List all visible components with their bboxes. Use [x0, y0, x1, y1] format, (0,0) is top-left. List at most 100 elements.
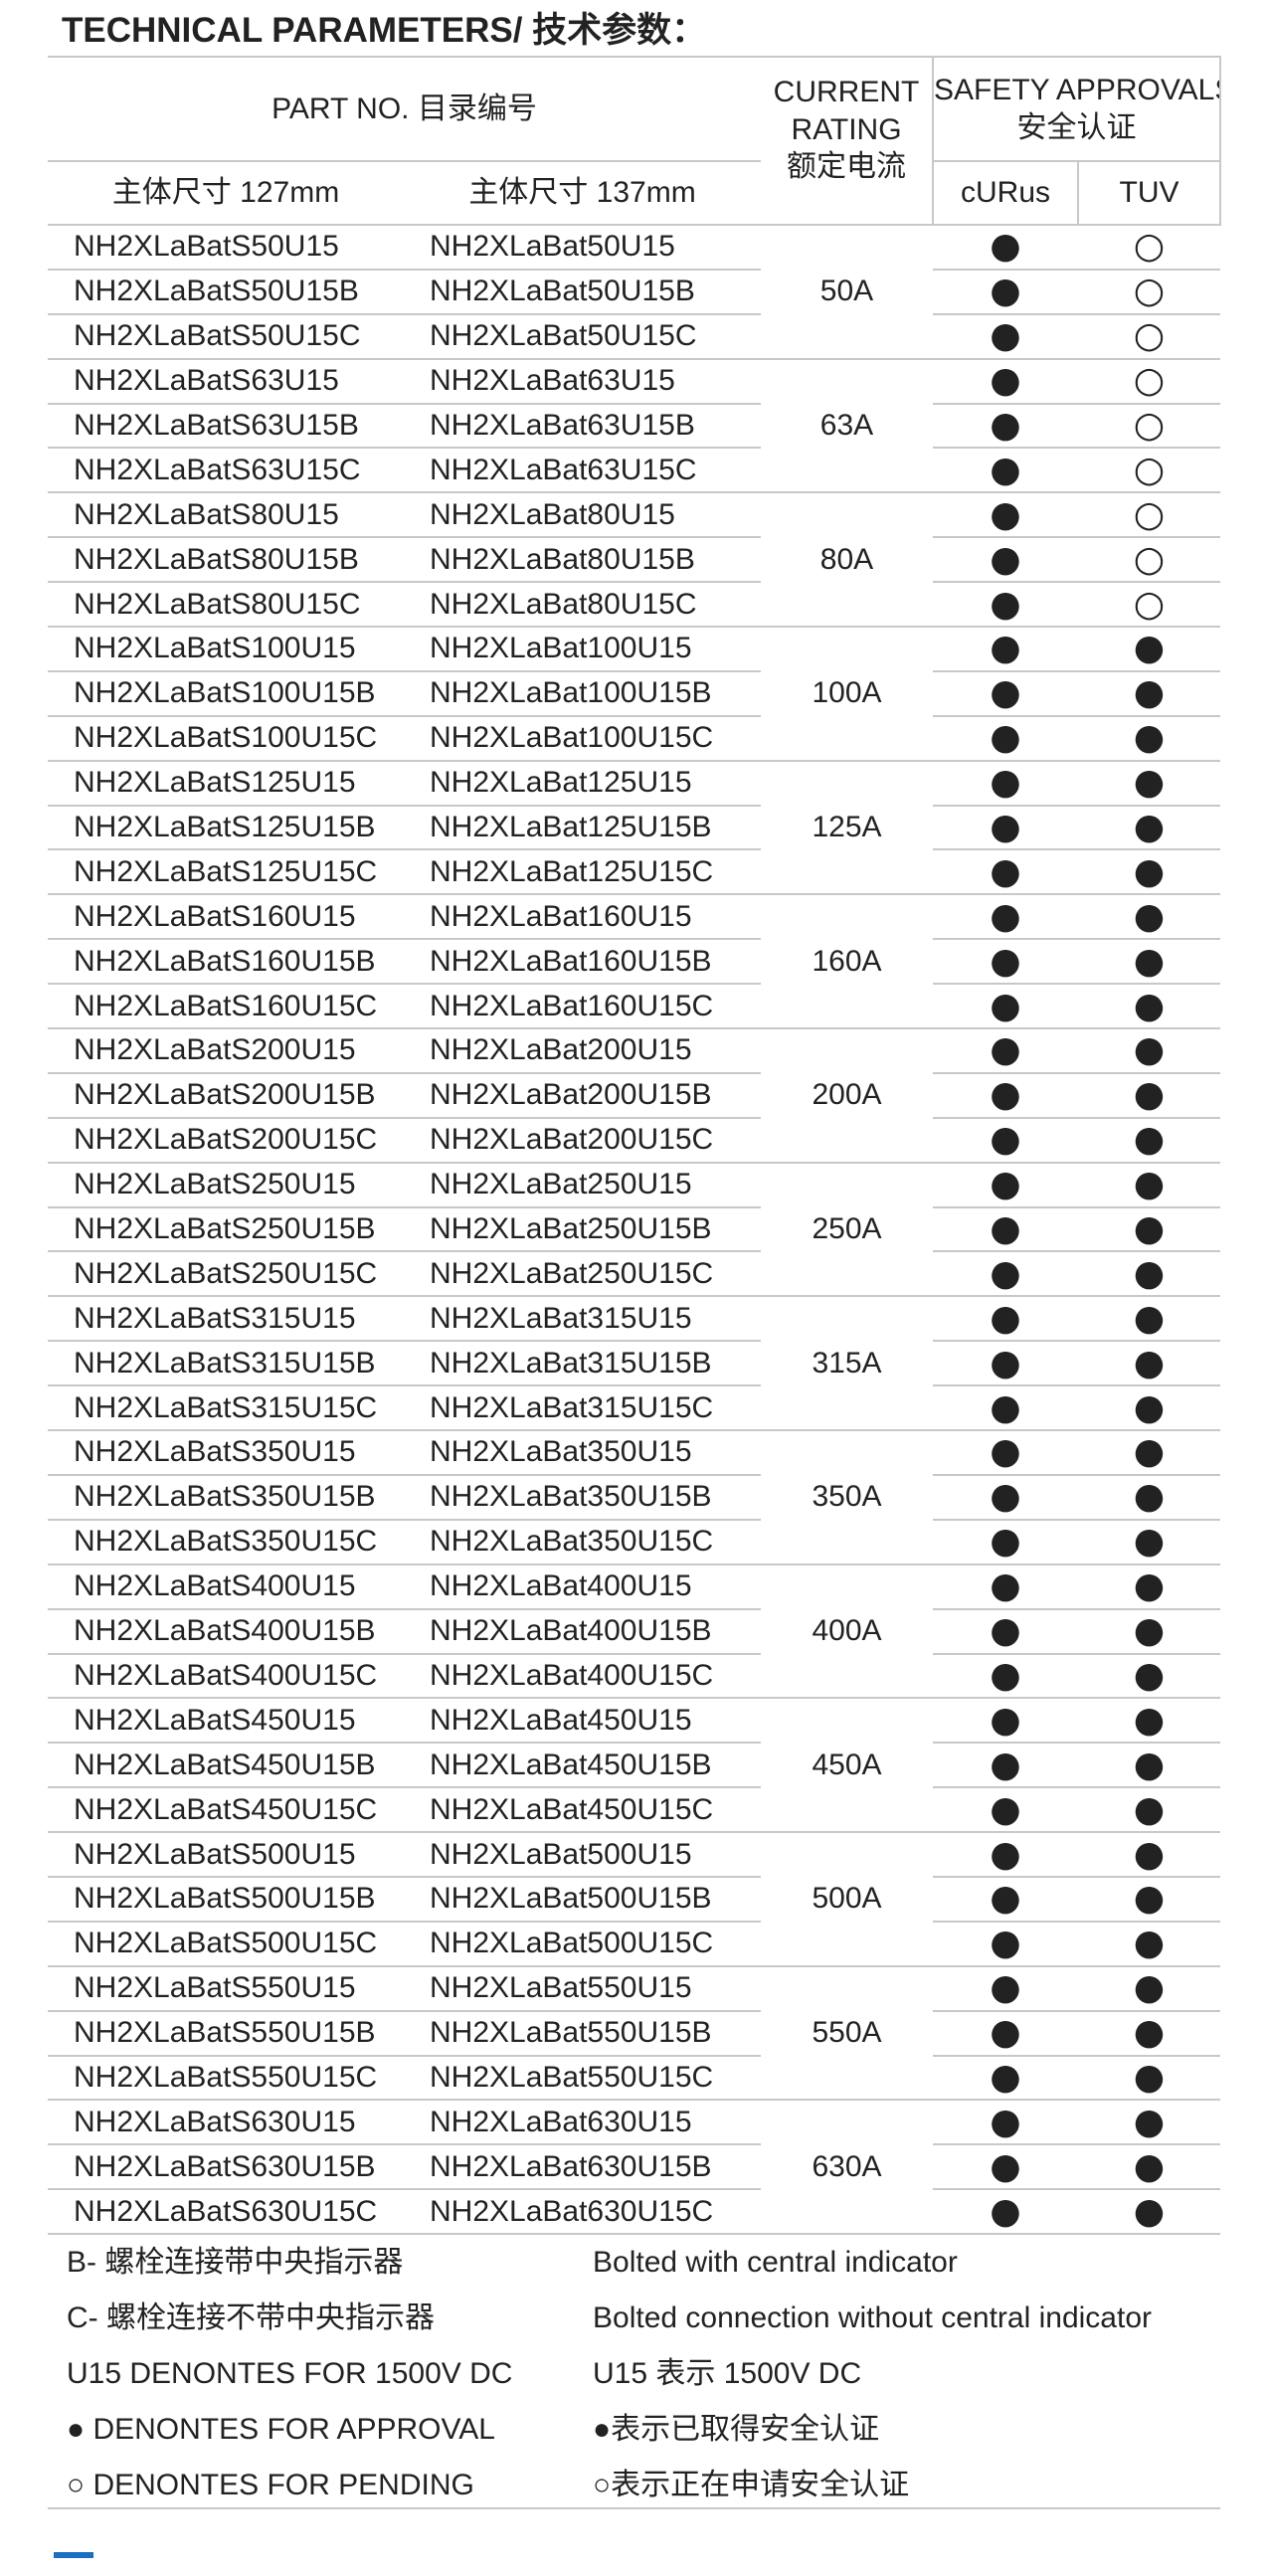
- part-137: NH2XLaBat500U15B: [404, 1876, 761, 1923]
- tuv-status: ●: [1078, 1474, 1220, 1521]
- header-curus: cURus: [932, 161, 1078, 226]
- row: NH2XLaBatS400U15B NH2XLaBat400U15B ● ●: [48, 1608, 1220, 1655]
- part-137: NH2XLaBat160U15: [404, 894, 761, 941]
- part-127: NH2XLaBatS630U15: [48, 2100, 404, 2146]
- part-127: NH2XLaBatS160U15: [48, 894, 404, 941]
- part-127: NH2XLaBatS550U15B: [48, 2010, 404, 2057]
- tuv-status: ●: [1078, 1965, 1220, 2012]
- row: NH2XLaBatS500U15B NH2XLaBat500U15B ● ●: [48, 1876, 1220, 1923]
- tuv-status: ●: [1078, 2189, 1220, 2236]
- row: NH2XLaBatS63U15C NH2XLaBat63U15C ● ○: [48, 448, 1220, 494]
- row: NH2XLaBatS630U15 NH2XLaBat630U15 630A ● ●: [48, 2100, 1220, 2236]
- note-line: ● DENONTES FOR APPROVAL ●表示已取得安全认证: [67, 2402, 1210, 2458]
- header-tuv: TUV: [1077, 161, 1221, 226]
- part-137: NH2XLaBat450U15B: [404, 1743, 761, 1789]
- part-137: NH2XLaBat63U15C: [404, 448, 761, 494]
- tuv-status: ●: [1078, 1653, 1220, 1700]
- curus-status: ●: [933, 537, 1078, 584]
- part-127: NH2XLaBatS50U15C: [48, 313, 404, 360]
- tuv-status: ●: [1078, 1787, 1220, 1834]
- part-137: NH2XLaBat400U15C: [404, 1653, 761, 1700]
- note-cn: C- 螺栓连接不带中央指示器: [67, 2301, 435, 2334]
- row: NH2XLaBatS350U15C NH2XLaBat350U15C ● ●: [48, 1519, 1220, 1565]
- curus-status: ●: [933, 1206, 1078, 1253]
- header-size: 主体尺寸 127mm: [48, 161, 404, 226]
- tuv-status: ○: [1078, 448, 1220, 494]
- part-127: NH2XLaBatS400U15: [48, 1564, 404, 1610]
- part-127: NH2XLaBatS315U15C: [48, 1385, 404, 1432]
- tuv-status: ●: [1078, 1921, 1220, 1967]
- tuv-status: ●: [1078, 1876, 1220, 1923]
- tuv-status: ●: [1078, 1206, 1220, 1253]
- part-127: NH2XLaBatS100U15: [48, 627, 404, 672]
- curus-status: ●: [933, 492, 1078, 539]
- row: NH2XLaBatS200U15C NH2XLaBat200U15C ● ●: [48, 1117, 1220, 1164]
- part-137: NH2XLaBat80U15C: [404, 582, 761, 629]
- part-127: NH2XLaBatS80U15B: [48, 537, 404, 584]
- part-127: NH2XLaBatS630U15B: [48, 2144, 404, 2191]
- part-127: NH2XLaBatS80U15C: [48, 582, 404, 629]
- part-137: NH2XLaBat500U15C: [404, 1921, 761, 1967]
- part-137: NH2XLaBat550U15C: [404, 2055, 761, 2102]
- rating: 200A: [761, 1028, 933, 1164]
- part-137: NH2XLaBat315U15C: [404, 1385, 761, 1432]
- part-127: NH2XLaBatS200U15: [48, 1028, 404, 1074]
- divider: [48, 2507, 1220, 2509]
- curus-status: ●: [933, 1608, 1078, 1655]
- tuv-status: ●: [1078, 984, 1220, 1030]
- row: NH2XLaBatS160U15 NH2XLaBat160U15 160A ● ●: [48, 894, 1220, 1030]
- curus-status: ●: [933, 2055, 1078, 2102]
- tuv-status: ●: [1078, 1341, 1220, 1387]
- part-127: NH2XLaBatS80U15: [48, 492, 404, 539]
- row: NH2XLaBatS315U15B NH2XLaBat315U15B ● ●: [48, 1341, 1220, 1387]
- part-127: NH2XLaBatS500U15: [48, 1832, 404, 1878]
- part-137: NH2XLaBat50U15C: [404, 313, 761, 360]
- part-127: NH2XLaBatS200U15C: [48, 1117, 404, 1164]
- tuv-status: ○: [1078, 492, 1220, 539]
- part-127: NH2XLaBatS200U15B: [48, 1072, 404, 1119]
- row: NH2XLaBatS50U15B NH2XLaBat50U15B ● ○: [48, 269, 1220, 315]
- part-127: NH2XLaBatS250U15: [48, 1162, 404, 1208]
- part-127: NH2XLaBatS450U15C: [48, 1787, 404, 1834]
- part-127: NH2XLaBatS400U15B: [48, 1608, 404, 1655]
- part-137: NH2XLaBat200U15B: [404, 1072, 761, 1119]
- curus-status: ●: [933, 627, 1078, 672]
- part-137: NH2XLaBat125U15B: [404, 805, 761, 851]
- curus-status: ●: [933, 715, 1078, 762]
- curus-status: ●: [933, 582, 1078, 629]
- row: NH2XLaBatS400U15 NH2XLaBat400U15 400A ● ●: [48, 1564, 1220, 1700]
- tuv-status: ●: [1078, 1028, 1220, 1074]
- rating: 50A: [761, 225, 933, 360]
- part-137: NH2XLaBat160U15B: [404, 939, 761, 986]
- curus-status: ●: [933, 939, 1078, 986]
- tuv-status: ●: [1078, 1162, 1220, 1208]
- header-part-no: PART NO. 目录编号: [48, 56, 761, 162]
- notes: B- 螺栓连接带中央指示器 Bolted with central indicat…: [67, 2235, 1210, 2513]
- curus-status: ●: [933, 1474, 1078, 1521]
- row: NH2XLaBatS80U15C NH2XLaBat80U15C ● ○: [48, 582, 1220, 629]
- row: NH2XLaBatS400U15C NH2XLaBat400U15C ● ●: [48, 1653, 1220, 1700]
- note-cn: ● DENONTES FOR APPROVAL: [67, 2413, 495, 2446]
- part-127: NH2XLaBatS315U15B: [48, 1341, 404, 1387]
- curus-status: ●: [933, 1653, 1078, 1700]
- tuv-status: ○: [1078, 582, 1220, 629]
- curus-status: ●: [933, 1385, 1078, 1432]
- part-137: NH2XLaBat50U15B: [404, 269, 761, 315]
- part-127: NH2XLaBatS160U15B: [48, 939, 404, 986]
- tuv-status: ●: [1078, 760, 1220, 807]
- rating: 160A: [761, 894, 933, 1030]
- curus-status: ●: [933, 670, 1078, 717]
- rating: 400A: [761, 1564, 933, 1700]
- row: NH2XLaBatS315U15 NH2XLaBat315U15 315A ● ●: [48, 1296, 1220, 1432]
- part-127: NH2XLaBatS50U15: [48, 225, 404, 271]
- row: NH2XLaBatS80U15B NH2XLaBat80U15B ● ○: [48, 537, 1220, 584]
- note-en: Bolted connection without central indica…: [593, 2301, 1153, 2334]
- part-127: NH2XLaBatS63U15: [48, 358, 404, 405]
- row: NH2XLaBatS200U15 NH2XLaBat200U15 200A ● ●: [48, 1028, 1220, 1164]
- part-137: NH2XLaBat315U15: [404, 1296, 761, 1343]
- tuv-status: ●: [1078, 2100, 1220, 2146]
- rating: 550A: [761, 1965, 933, 2102]
- curus-status: ●: [933, 1921, 1078, 1967]
- curus-status: ●: [933, 984, 1078, 1030]
